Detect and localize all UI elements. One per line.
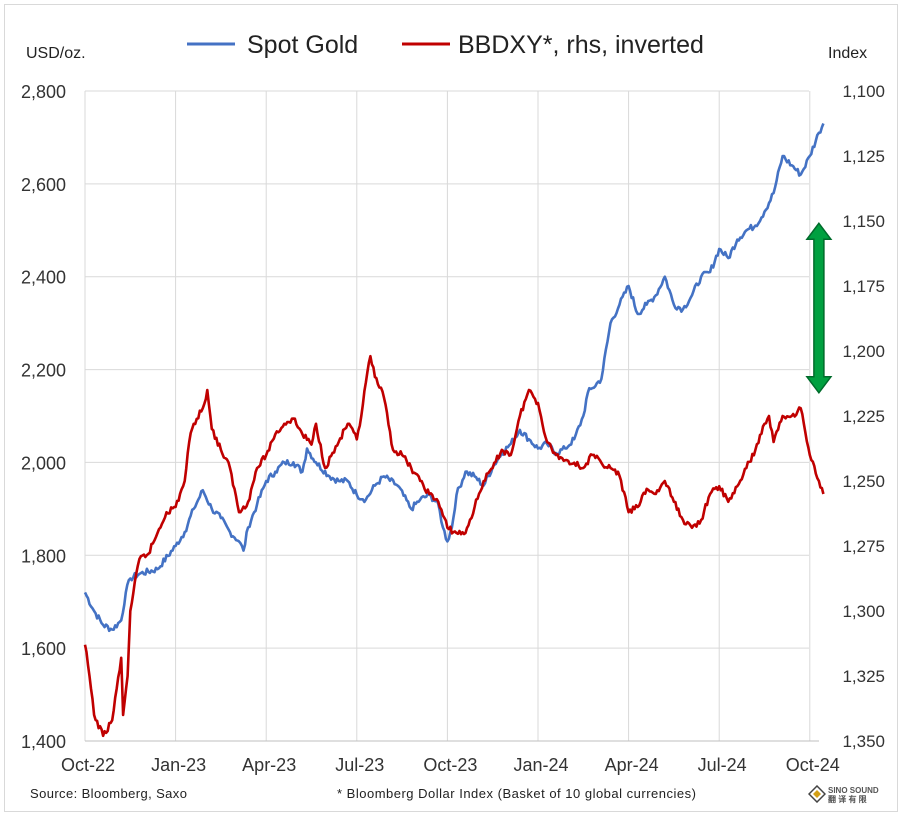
right-axis: 1,100 1,125 1,150 1,175 1,200 1,225 1,250 1,275… (842, 82, 885, 751)
right-tick-label: 1,200 (842, 342, 885, 361)
series-group (83, 123, 825, 738)
x-tick-label: Oct-24 (786, 755, 840, 775)
right-tick-label: 1,225 (842, 407, 885, 426)
logo-icon (808, 785, 826, 803)
series-line-spot-gold (83, 123, 825, 633)
left-tick-label: 1,400 (21, 732, 66, 752)
right-tick-label: 1,100 (842, 82, 885, 101)
right-tick-label: 1,125 (842, 147, 885, 166)
left-axis-title: USD/oz. (26, 45, 86, 62)
left-tick-label: 2,000 (21, 453, 66, 473)
logo-line-1: SINO SOUND (828, 786, 879, 795)
legend-label-spot-gold: Spot Gold (247, 31, 358, 59)
gap-arrow (805, 222, 833, 395)
right-tick-label: 1,275 (842, 537, 885, 556)
legend: Spot Gold BBDXY*, rhs, inverted (187, 31, 704, 59)
left-tick-label: 2,200 (21, 361, 66, 381)
right-tick-label: 1,300 (842, 602, 885, 621)
series-line-bbdxy (83, 354, 825, 738)
x-tick-label: Jul-23 (335, 755, 384, 775)
legend-label-bbdxy: BBDXY*, rhs, inverted (458, 31, 704, 59)
x-tick-label: Apr-23 (242, 755, 296, 775)
watermark-logo: SINO SOUND 翻 译 有 限 (806, 783, 898, 809)
x-tick-label: Jan-23 (151, 755, 206, 775)
left-tick-label: 1,600 (21, 639, 66, 659)
logo-line-2: 翻 译 有 限 (828, 795, 867, 804)
footnote: * Bloomberg Dollar Index (Basket of 10 g… (337, 786, 697, 801)
grid-lines (84, 90, 819, 742)
x-tick-label: Oct-22 (61, 755, 115, 775)
left-tick-label: 2,600 (21, 175, 66, 195)
right-tick-label: 1,250 (842, 472, 885, 491)
gap-arrow-shape (805, 222, 833, 395)
annotation-group (805, 222, 833, 395)
x-tick-label: Apr-24 (605, 755, 659, 775)
left-tick-label: 2,800 (21, 82, 66, 102)
left-tick-label: 1,800 (21, 546, 66, 566)
left-tick-label: 2,400 (21, 268, 66, 288)
right-tick-label: 1,150 (842, 212, 885, 231)
right-tick-label: 1,325 (842, 667, 885, 686)
x-tick-label: Jan-24 (513, 755, 568, 775)
left-axis: 1,400 1,600 1,800 2,000 2,200 2,400 2,600 2,800 (21, 82, 66, 752)
source-note: Source: Bloomberg, Saxo (30, 786, 188, 801)
right-tick-label: 1,350 (842, 732, 885, 751)
x-axis: Oct-22 Jan-23 Apr-23 Jul-23 Oct-23 Jan-24 Apr-… (61, 755, 840, 775)
right-tick-label: 1,175 (842, 277, 885, 296)
x-tick-label: Jul-24 (698, 755, 747, 775)
right-axis-title: Index (828, 45, 867, 62)
x-tick-label: Oct-23 (423, 755, 477, 775)
